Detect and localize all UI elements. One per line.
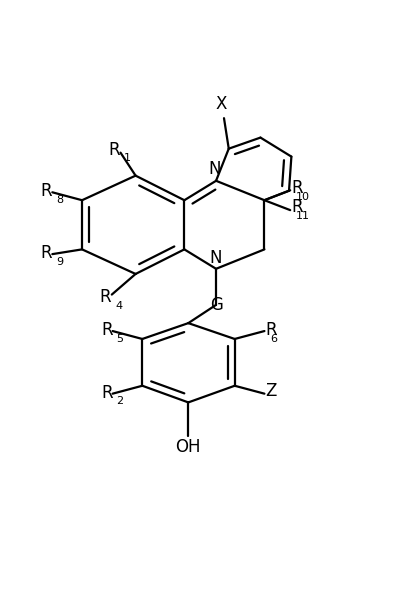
Text: R: R [41, 244, 52, 263]
Text: 8: 8 [56, 195, 63, 205]
Text: R: R [265, 321, 277, 339]
Text: R: R [41, 183, 52, 200]
Text: G: G [209, 296, 222, 314]
Text: 5: 5 [116, 334, 123, 344]
Text: Z: Z [265, 382, 276, 401]
Text: R: R [101, 321, 112, 339]
Text: OH: OH [175, 438, 200, 456]
Text: N: N [208, 160, 220, 178]
Text: 9: 9 [56, 257, 63, 267]
Text: R: R [291, 198, 302, 217]
Text: 2: 2 [116, 396, 124, 407]
Text: R: R [291, 179, 302, 197]
Text: 1: 1 [124, 154, 130, 163]
Text: R: R [99, 288, 111, 306]
Text: R: R [108, 141, 119, 159]
Text: X: X [215, 96, 226, 113]
Text: 6: 6 [269, 334, 276, 344]
Text: 11: 11 [295, 211, 309, 221]
Text: R: R [101, 384, 112, 402]
Text: N: N [209, 249, 222, 267]
Text: 4: 4 [115, 301, 122, 310]
Text: 10: 10 [295, 192, 309, 202]
